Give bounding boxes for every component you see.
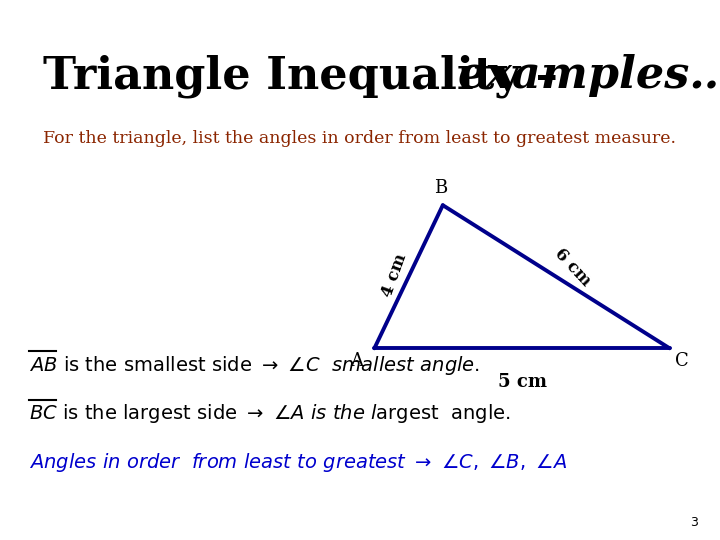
Text: A: A: [351, 352, 364, 370]
Text: Triangle Inequality –: Triangle Inequality –: [43, 54, 574, 98]
Text: $\mathit{Angles\ in\ order\ \ from\ least\ to\ greatest\ }$$\rightarrow$$\mathit: $\mathit{Angles\ in\ order\ \ from\ leas…: [29, 451, 567, 474]
Text: B: B: [434, 179, 447, 197]
Text: examples…: examples…: [457, 54, 720, 97]
Text: C: C: [675, 352, 689, 370]
Text: 5 cm: 5 cm: [498, 373, 546, 390]
Text: 6 cm: 6 cm: [551, 245, 594, 289]
Text: 4 cm: 4 cm: [379, 251, 410, 300]
Text: $\mathit{BC}$$\mathit{ \rm\ is\ the\ l}$$\mathrm{arg}$$\mathit{\rm est\ side\ }$: $\mathit{BC}$$\mathit{ \rm\ is\ the\ l}$…: [29, 402, 510, 426]
Text: $\mathit{AB}$$\mathit{ \rm\ is\ the\ smallest\ side\ }$$\rightarrow$$\mathit{\ \: $\mathit{AB}$$\mathit{ \rm\ is\ the\ sma…: [29, 354, 480, 377]
Text: 3: 3: [690, 516, 698, 529]
Text: For the triangle, list the angles in order from least to greatest measure.: For the triangle, list the angles in ord…: [43, 130, 676, 146]
